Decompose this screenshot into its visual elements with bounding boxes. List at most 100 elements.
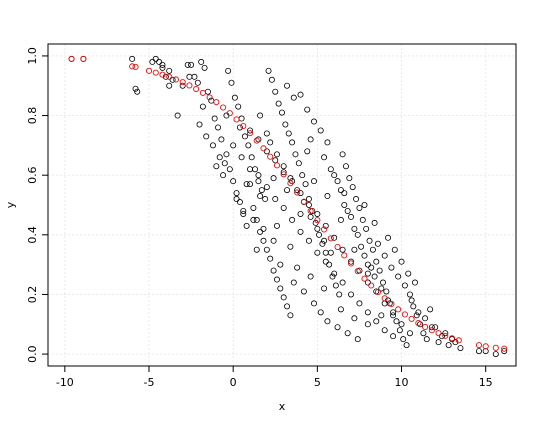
observed-point [278, 109, 285, 116]
observed-point [361, 252, 368, 259]
observed-point [348, 258, 355, 265]
fitted-point [415, 320, 422, 327]
observed-point [280, 204, 287, 211]
observed-point [292, 151, 299, 158]
observed-point [211, 115, 218, 122]
fitted-point [374, 289, 382, 296]
fitted-point [294, 189, 301, 196]
observed-point [398, 321, 405, 328]
observed-point [215, 124, 222, 131]
observed-point [358, 243, 365, 250]
observed-point [240, 210, 247, 217]
observed-point [284, 82, 291, 89]
fitted-point [172, 76, 179, 83]
observed-point [260, 237, 267, 244]
observed-point [393, 318, 400, 325]
observed-point [371, 273, 378, 280]
observed-point [331, 172, 338, 179]
fitted-point [280, 171, 287, 178]
observed-point [194, 79, 201, 86]
fitted-point [132, 63, 139, 71]
observed-point [314, 210, 321, 217]
observed-point [452, 339, 459, 346]
observed-point [341, 201, 348, 208]
fitted-point [347, 260, 355, 267]
observed-point [316, 231, 323, 238]
observed-point [403, 342, 410, 349]
observed-point [390, 333, 397, 340]
observed-point [305, 237, 312, 244]
grid-lines [48, 44, 516, 366]
fitted-point [475, 342, 483, 349]
observed-point [314, 225, 321, 232]
fitted-point [388, 300, 395, 308]
x-tick-label: 5 [314, 376, 321, 389]
observed-point [322, 249, 329, 256]
observed-point [247, 166, 254, 173]
observed-point [327, 249, 334, 256]
observed-point [317, 309, 324, 316]
fitted-point [287, 180, 294, 187]
observed-point [492, 351, 499, 358]
fitted-point [186, 82, 193, 89]
fitted-point [334, 243, 341, 251]
observed-point [395, 273, 402, 280]
observed-point [324, 139, 331, 146]
observed-point [348, 213, 355, 220]
observed-point [359, 216, 366, 223]
y-tick-label: 0.2 [26, 286, 39, 304]
observed-point [417, 321, 424, 328]
observed-point [381, 252, 388, 259]
observed-point [290, 279, 297, 286]
observed-points [68, 55, 508, 358]
fitted-point [253, 137, 260, 144]
observed-point [408, 297, 415, 304]
observed-point [179, 82, 186, 89]
observed-point [287, 312, 294, 319]
observed-point [336, 291, 343, 298]
observed-point [267, 139, 274, 146]
observed-point [432, 324, 439, 331]
observed-point [166, 82, 173, 89]
observed-point [198, 58, 205, 65]
observed-point [309, 207, 316, 214]
observed-point [305, 196, 312, 203]
observed-point [342, 163, 349, 170]
observed-point [297, 91, 304, 98]
observed-point [348, 291, 355, 298]
observed-point [238, 115, 245, 122]
observed-point [411, 279, 418, 286]
observed-point [410, 303, 417, 310]
observed-point [245, 142, 252, 149]
observed-point [344, 207, 351, 214]
observed-point [300, 288, 307, 295]
observed-point [290, 94, 297, 101]
observed-point [270, 175, 277, 182]
observed-point [307, 213, 314, 220]
observed-point [405, 270, 412, 277]
fitted-point [240, 122, 247, 130]
observed-point [321, 154, 328, 161]
observed-point [321, 285, 328, 292]
observed-point [257, 193, 264, 200]
observed-point [277, 285, 284, 292]
observed-point [297, 210, 304, 217]
observed-point [305, 201, 312, 208]
observed-point [341, 190, 348, 197]
fitted-point [152, 69, 159, 76]
observed-point [390, 312, 397, 319]
observed-point [273, 222, 280, 229]
observed-point [351, 246, 358, 253]
observed-point [294, 187, 301, 194]
observed-point [344, 330, 351, 337]
y-axis: 0.0 0.2 0.4 0.6 0.8 1.0 [26, 47, 48, 363]
observed-point [255, 178, 262, 185]
observed-point [253, 246, 260, 253]
fitted-point [233, 116, 240, 123]
observed-point [273, 151, 280, 158]
fitted-point [246, 130, 254, 137]
x-tick-label: 0 [230, 376, 237, 389]
observed-point [184, 61, 191, 68]
fitted-point [273, 162, 280, 169]
observed-point [196, 121, 203, 128]
